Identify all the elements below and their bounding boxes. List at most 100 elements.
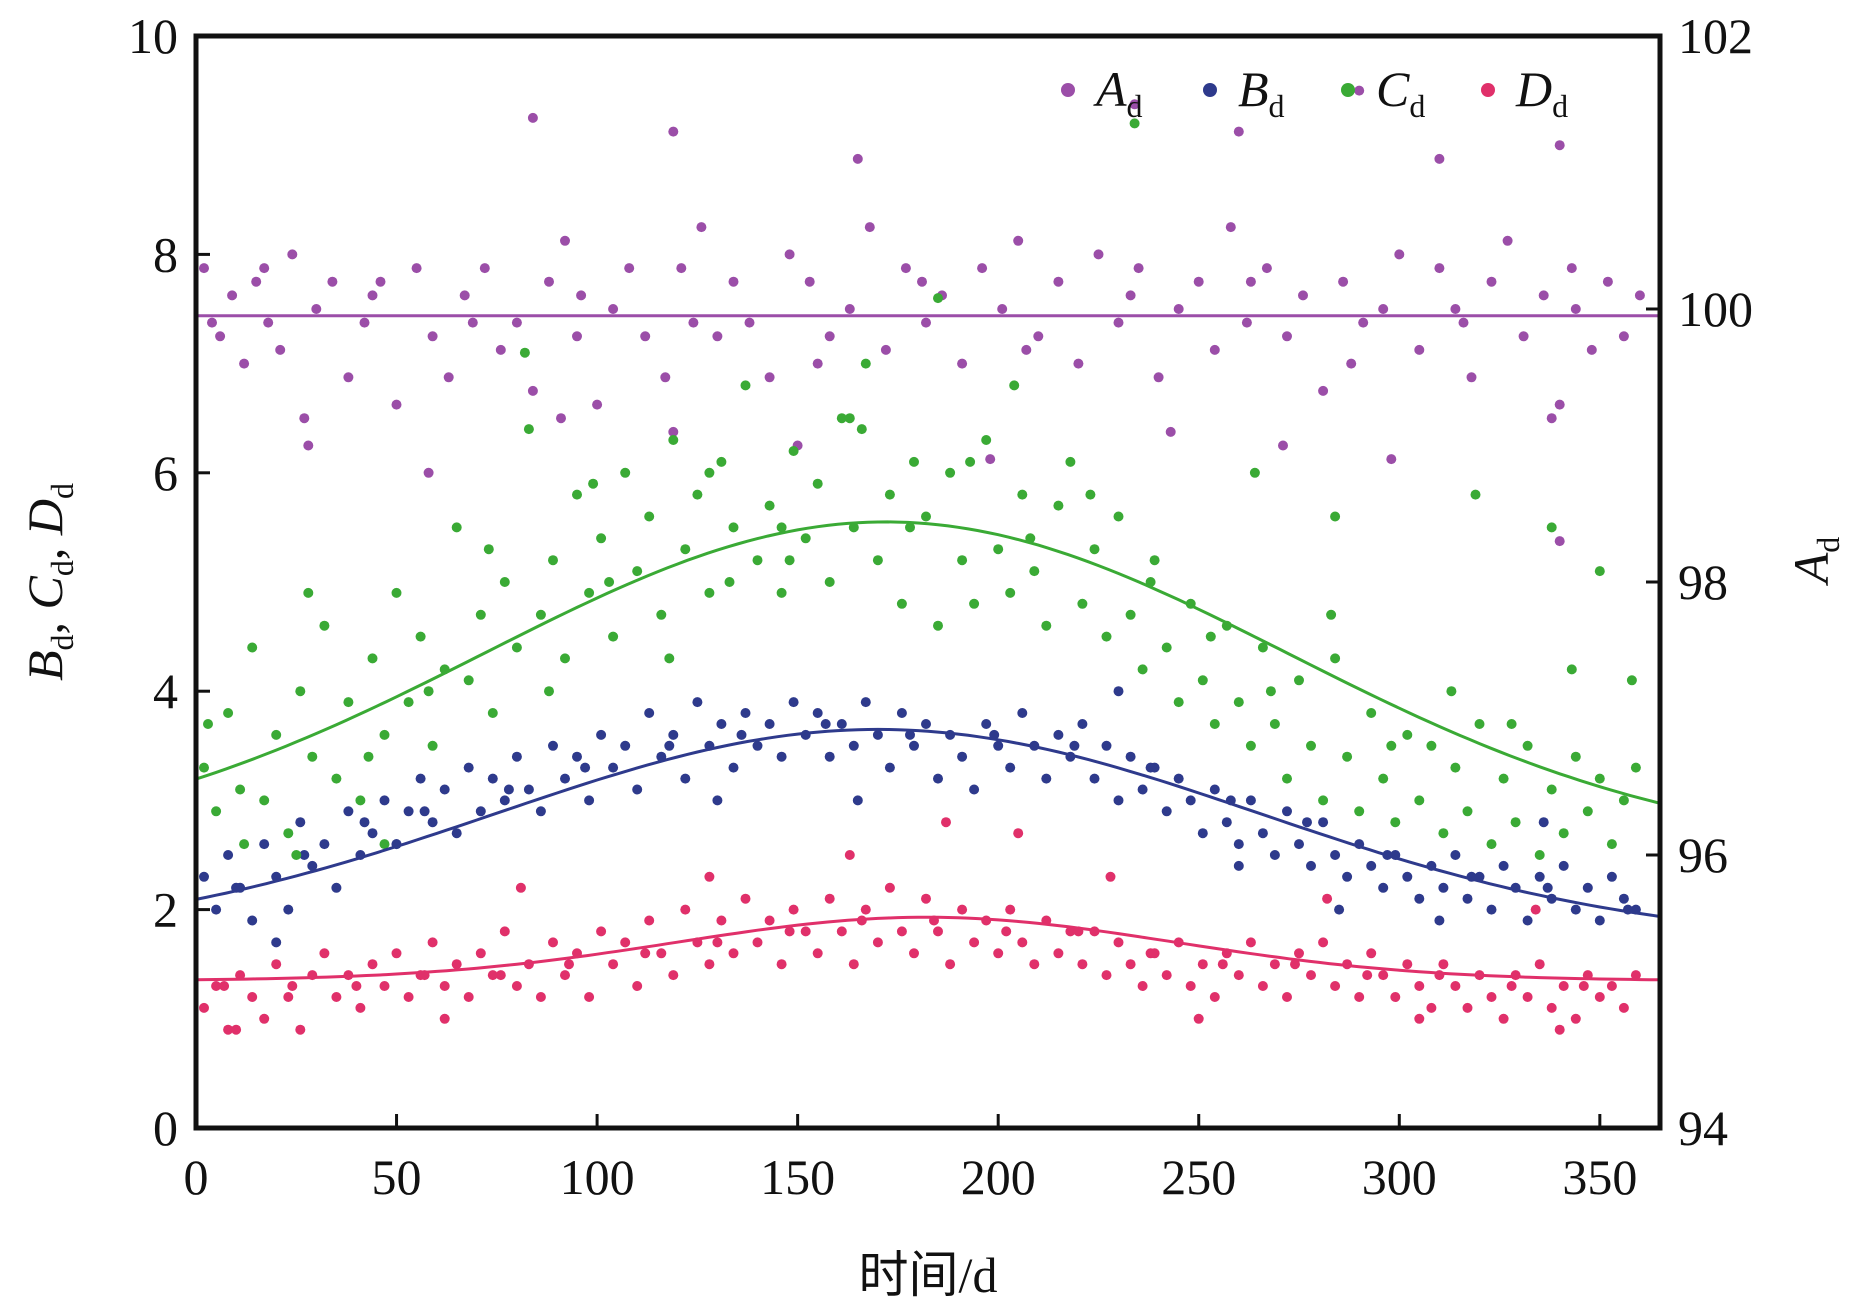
- point-Dd-148: [231, 1024, 242, 1035]
- point-Cd-43: [716, 456, 727, 467]
- point-Ad-26: [592, 399, 603, 410]
- point-Ad-112: [1129, 99, 1140, 110]
- point-Cd-104: [1450, 762, 1461, 773]
- point-Cd-46: [752, 555, 763, 566]
- point-Cd-132: [905, 522, 915, 533]
- point-Bd-12: [343, 806, 354, 817]
- point-Cd-2: [223, 708, 234, 718]
- point-Cd-15: [379, 729, 390, 740]
- point-Dd-30: [560, 970, 570, 981]
- point-Bd-70: [1041, 773, 1052, 784]
- point-Dd-77: [1125, 959, 1136, 970]
- point-Cd-71: [1053, 500, 1064, 511]
- point-Cd-119: [1630, 762, 1641, 773]
- point-Ad-4: [251, 276, 262, 287]
- point-Cd-79: [1149, 555, 1160, 566]
- legend-label-Ad: Ad: [1093, 61, 1143, 124]
- point-Cd-0: [199, 762, 209, 773]
- point-Cd-87: [1245, 740, 1256, 751]
- point-Bd-131: [1069, 740, 1080, 751]
- point-Dd-113: [1558, 981, 1569, 991]
- series-Dd: [199, 817, 1641, 1035]
- point-Dd-151: [1414, 1013, 1425, 1024]
- point-Ad-87: [467, 317, 478, 328]
- point-Cd-11: [331, 773, 342, 784]
- point-Bd-17: [403, 806, 414, 817]
- point-Bd-34: [608, 762, 619, 773]
- point-Bd-86: [1233, 839, 1244, 850]
- point-Cd-10: [319, 620, 330, 631]
- point-Dd-53: [836, 926, 847, 937]
- point-Ad-52: [1073, 358, 1084, 369]
- point-Cd-7: [283, 828, 294, 839]
- point-Bd-8: [295, 817, 306, 828]
- point-Dd-55: [860, 904, 871, 915]
- point-Cd-39: [668, 435, 679, 445]
- point-Ad-89: [688, 317, 699, 328]
- point-Dd-17: [403, 992, 414, 1002]
- point-Dd-51: [812, 948, 823, 959]
- x-tick-label-300: 300: [1362, 1149, 1437, 1205]
- point-Bd-123: [419, 806, 430, 817]
- point-Dd-60: [921, 893, 931, 904]
- point-Dd-99: [1390, 992, 1401, 1002]
- point-Cd-125: [483, 544, 494, 555]
- point-Dd-28: [535, 992, 546, 1002]
- point-Bd-139: [271, 937, 282, 948]
- point-Ad-83: [1634, 290, 1645, 301]
- point-Bd-93: [1318, 817, 1329, 828]
- point-Cd-153: [1009, 380, 1020, 391]
- point-Ad-82: [1618, 331, 1629, 342]
- point-Dd-121: [287, 981, 298, 991]
- point-Cd-159: [1594, 566, 1605, 577]
- y-left-label-part-5: ,: [17, 535, 73, 560]
- point-Bd-28: [535, 806, 546, 817]
- point-Dd-127: [712, 937, 723, 948]
- point-Cd-52: [824, 577, 835, 587]
- point-Dd-43: [716, 915, 727, 926]
- point-Cd-76: [1113, 511, 1124, 522]
- point-Cd-135: [1085, 489, 1096, 500]
- point-Cd-6: [271, 729, 282, 740]
- y-right-tick-label-98: 98: [1678, 554, 1728, 610]
- point-Bd-108: [1498, 860, 1509, 871]
- point-Dd-13: [355, 1002, 366, 1013]
- point-Ad-0: [199, 263, 209, 274]
- point-Bd-37: [644, 708, 655, 718]
- point-Cd-74: [1089, 544, 1100, 555]
- point-Ad-47: [977, 263, 988, 274]
- y-left-label-part-2: ,: [17, 609, 73, 634]
- point-Dd-104: [1450, 981, 1461, 991]
- point-Bd-81: [1173, 773, 1184, 784]
- point-Bd-104: [1450, 850, 1461, 860]
- point-Bd-87: [1245, 795, 1256, 806]
- point-Dd-34: [608, 959, 619, 970]
- point-Ad-40: [844, 304, 855, 314]
- point-Cd-128: [664, 653, 675, 664]
- point-Cd-60: [921, 511, 931, 522]
- point-Bd-44: [728, 762, 739, 773]
- point-Cd-65: [981, 435, 992, 445]
- point-Cd-59: [909, 456, 919, 467]
- point-Dd-101: [1414, 981, 1425, 991]
- point-Dd-100: [1402, 959, 1413, 970]
- point-Cd-99: [1390, 817, 1401, 828]
- x-tick-label-150: 150: [760, 1149, 835, 1205]
- point-Ad-21: [511, 317, 522, 328]
- point-Ad-34: [728, 276, 739, 287]
- y-left-label-part-1: d: [44, 634, 80, 650]
- point-Bd-54: [848, 740, 859, 751]
- point-Cd-138: [1265, 686, 1276, 697]
- y-right-tick-label-96: 96: [1678, 827, 1728, 883]
- point-Bd-110: [1522, 915, 1533, 926]
- point-Ad-54: [1113, 317, 1124, 328]
- point-Cd-26: [511, 642, 522, 653]
- point-Bd-116: [1594, 915, 1605, 926]
- point-Dd-114: [1570, 1013, 1581, 1024]
- point-Dd-0: [199, 1002, 209, 1013]
- point-Ad-98: [303, 440, 314, 451]
- point-Dd-7: [283, 992, 294, 1002]
- y-left-label-part-4: d: [44, 560, 80, 576]
- point-Dd-146: [1322, 893, 1333, 904]
- point-Ad-28: [624, 263, 635, 274]
